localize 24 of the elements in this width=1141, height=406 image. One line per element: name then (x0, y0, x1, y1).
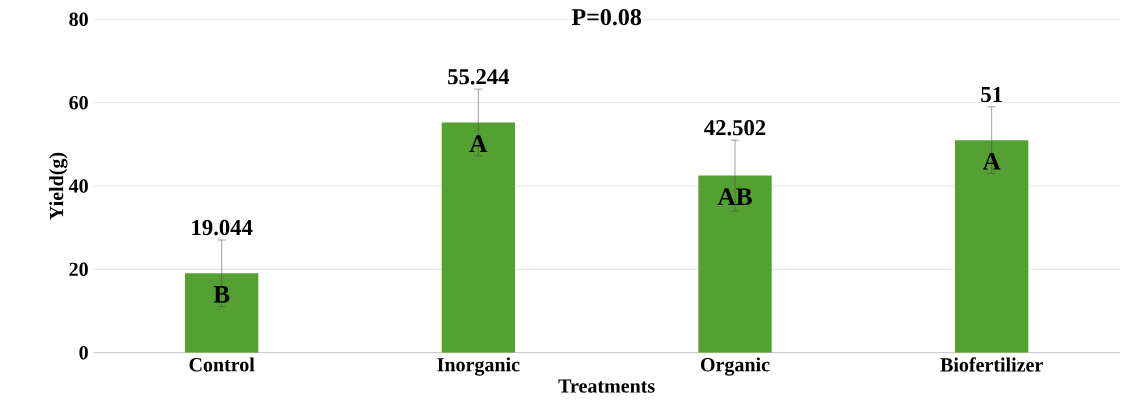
x-tick-label: Control (189, 357, 255, 372)
annotation: A (982, 152, 1001, 170)
annotation: B (213, 286, 230, 303)
y-tick-label: 80 (69, 12, 88, 27)
y-tick-label: 40 (68, 179, 88, 193)
y-tick-label: 0 (79, 345, 88, 360)
y-axis-title: Yield(g) (49, 152, 68, 220)
y-tick-label: 60 (69, 95, 88, 110)
data-label: 19.044 (192, 219, 253, 236)
annotation: AB (717, 188, 752, 206)
data-label: 42.502 (704, 120, 766, 136)
x-axis-title: Treatments (558, 379, 655, 393)
bar (698, 175, 772, 353)
bar (955, 140, 1029, 353)
chart-title: P=0.08 (571, 8, 642, 26)
y-tick-label: 20 (69, 262, 88, 277)
x-tick-label: Biofertilizer (940, 357, 1043, 372)
x-tick-label: Inorganic (437, 357, 520, 376)
bar (185, 273, 259, 353)
annotation: A (469, 135, 488, 152)
bar (441, 122, 516, 353)
data-label: 51 (981, 86, 1002, 103)
x-tick-label: Organic (700, 357, 770, 376)
data-label: 55.244 (448, 69, 510, 85)
